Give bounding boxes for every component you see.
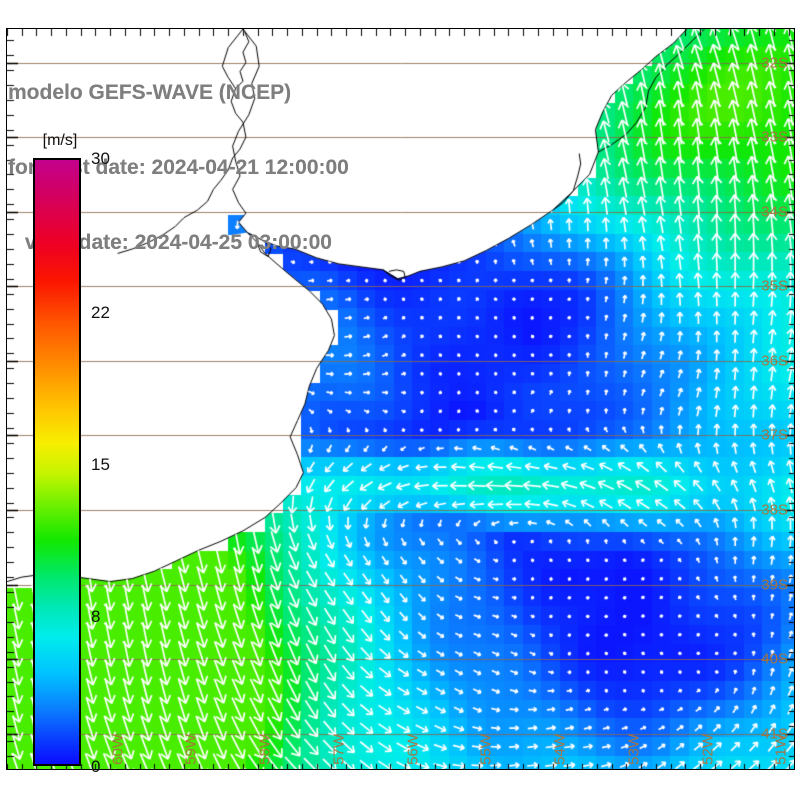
lon-label-58W: 58W [256, 734, 274, 765]
map-plot-area [7, 29, 794, 769]
lat-label-37S: 37S [761, 426, 788, 444]
lon-label-55W: 55W [477, 734, 495, 765]
lat-label-40S: 40S [761, 650, 788, 668]
colorbar-tick-22: 22 [91, 303, 110, 322]
lon-label-54W: 54W [551, 734, 569, 765]
lat-label-39S: 39S [761, 576, 788, 594]
title-valid-date: valid date: 2024-04-25 03:00:00 [24, 231, 332, 254]
colorbar-tick-8: 8 [91, 607, 101, 626]
title-model: modelo GEFS-WAVE (NCEP) [8, 81, 292, 104]
colorbar-tick-15: 15 [91, 455, 110, 474]
colorbar-tick-0: 0 [91, 757, 101, 776]
lon-label-51W: 51W [772, 734, 790, 765]
lon-label-52W: 52W [699, 734, 716, 765]
colorbar-tick-30: 30 [91, 149, 110, 168]
lat-label-38S: 38S [761, 501, 788, 519]
lat-label-41S: 41S [761, 725, 788, 743]
colorbar-gradient: 30 22 15 8 0 [33, 149, 110, 776]
colorbar: [m/s] 30 22 15 8 0 [33, 132, 110, 776]
lon-label-53W: 53W [625, 734, 643, 765]
lat-label-32S: 32S [761, 54, 788, 72]
lat-label-33S: 33S [761, 128, 788, 146]
lon-label-59W: 59W [182, 734, 200, 765]
lon-label-56W: 56W [404, 734, 422, 765]
colorbar-unit-label: [m/s] [42, 132, 78, 149]
lon-label-60W: 60W [109, 734, 127, 765]
lat-label-35S: 35S [761, 277, 788, 295]
axis-tick-marks [7, 29, 794, 769]
lat-label-36S: 36S [761, 352, 788, 370]
lon-label-57W: 57W [330, 734, 348, 765]
lat-label-34S: 34S [761, 203, 788, 221]
